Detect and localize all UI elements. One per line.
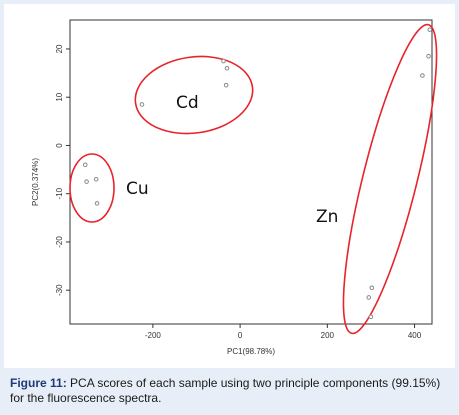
x-tick-label: 400 (408, 331, 422, 340)
data-point-zn (369, 285, 375, 291)
cluster-label-zn: Zn (316, 207, 338, 227)
data-point-cu (94, 201, 100, 206)
cluster-ellipse-cu (69, 153, 115, 223)
data-point-cu (82, 162, 88, 168)
data-point-cu (93, 176, 99, 182)
x-tick-label: -200 (145, 331, 162, 340)
data-point-cd (224, 65, 230, 71)
data-point-cu (84, 179, 89, 184)
data-point-zn (366, 295, 372, 300)
data-point-zn (368, 314, 374, 320)
pca-scatter-chart: -200 0 200 400 20 10 0 -10 -20 -30 PC1(98.78%) PC2(… (31, 19, 438, 356)
data-point-cd (139, 102, 145, 107)
caption-label: Figure 11: (10, 376, 67, 390)
y-tick-label: -10 (55, 187, 64, 199)
cluster-label-cu: Cu (126, 179, 149, 199)
cluster-ellipse-cd (134, 55, 254, 135)
y-tick-label: -20 (55, 236, 64, 248)
x-axis-label: PC1(98.78%) (227, 347, 275, 356)
cluster-ellipse-zn (342, 23, 438, 335)
figure-caption: Figure 11: PCA scores of each sample usi… (10, 376, 450, 406)
y-tick-label: -30 (55, 284, 64, 296)
data-point-zn (420, 73, 425, 78)
y-axis-label: PC2(0.374%) (31, 158, 40, 206)
y-tick-label: 20 (55, 44, 64, 53)
data-point-zn (426, 53, 431, 59)
y-tick-label: 10 (55, 92, 64, 101)
x-tick-label: 0 (238, 331, 243, 340)
y-tick-label: 0 (55, 143, 64, 148)
data-point-cd (223, 82, 229, 88)
x-tick-label: 200 (321, 331, 335, 340)
cluster-label-cd: Cd (176, 93, 199, 113)
plot-panel: -200 0 200 400 20 10 0 -10 -20 -30 PC1(98.78%) PC2(… (4, 4, 455, 368)
plot-frame (69, 19, 433, 325)
caption-text: PCA scores of each sample using two prin… (10, 376, 441, 405)
data-point-zn (427, 27, 433, 32)
data-point-cd (221, 58, 226, 64)
